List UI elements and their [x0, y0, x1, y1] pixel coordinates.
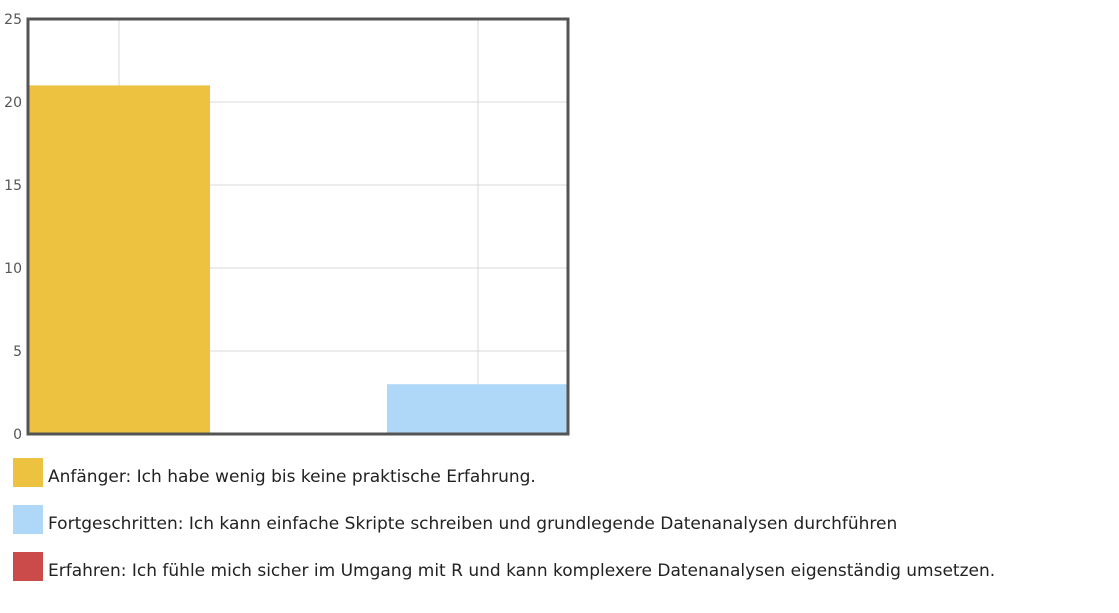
- bar-1: [387, 384, 568, 434]
- y-tick-label: 25: [4, 12, 22, 28]
- bar-chart: 0 5 10 15 20 25: [4, 12, 570, 443]
- y-tick-label: 0: [13, 427, 22, 443]
- y-tick-label: 5: [13, 344, 22, 360]
- legend-item-fortgeschritten: Fortgeschritten: Ich kann einfache Skrip…: [13, 505, 995, 534]
- y-tick-label: 20: [4, 95, 22, 111]
- legend-swatch-fortgeschritten: [13, 505, 43, 534]
- y-tick-label: 15: [4, 178, 22, 194]
- legend-swatch-erfahren: [13, 552, 43, 581]
- legend-label-anfaenger: Anfänger: Ich habe wenig bis keine prakt…: [48, 467, 536, 487]
- legend-item-anfaenger: Anfänger: Ich habe wenig bis keine prakt…: [13, 458, 995, 487]
- y-tick-label: 10: [4, 261, 22, 277]
- legend-item-erfahren: Erfahren: Ich fühle mich sicher im Umgan…: [13, 552, 995, 581]
- y-axis-ticks: 0 5 10 15 20 25: [4, 12, 22, 443]
- bar-0: [28, 85, 210, 435]
- bars: [28, 85, 568, 435]
- legend-swatch-anfaenger: [13, 458, 43, 487]
- legend-label-erfahren: Erfahren: Ich fühle mich sicher im Umgan…: [48, 561, 996, 581]
- legend-label-fortgeschritten: Fortgeschritten: Ich kann einfache Skrip…: [48, 514, 898, 534]
- legend: Anfänger: Ich habe wenig bis keine prakt…: [13, 458, 995, 599]
- plot-frame: [26, 17, 570, 436]
